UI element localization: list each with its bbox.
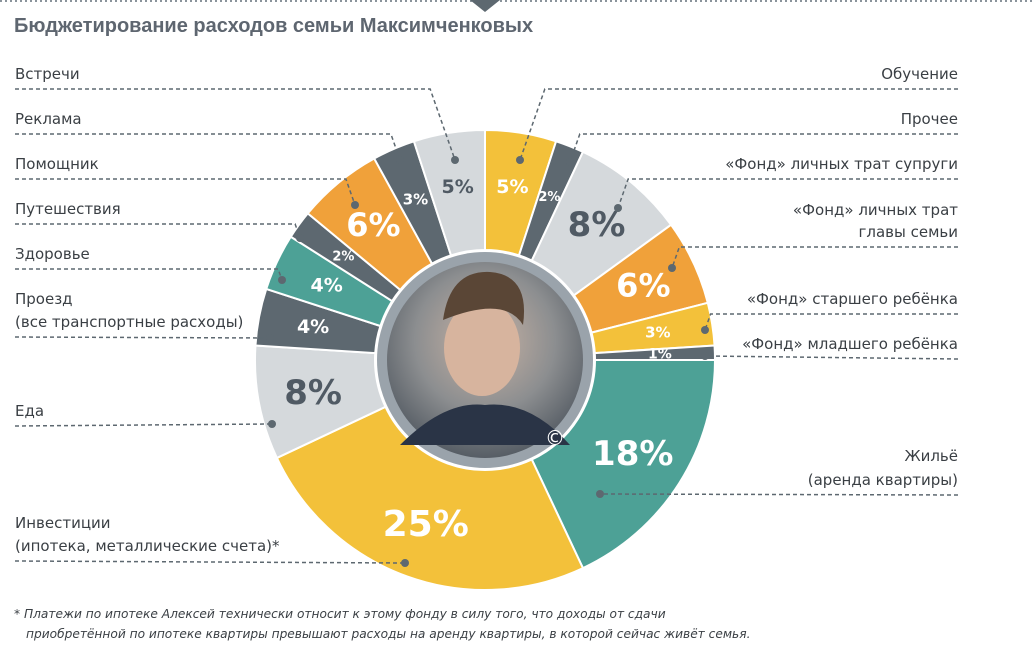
label-elder: «Фонд» старшего ребёнка xyxy=(747,290,958,308)
leader-head xyxy=(671,246,958,269)
label-other: Прочее xyxy=(901,110,958,128)
label-housing: Жильё xyxy=(904,447,958,465)
leader-dot-housing xyxy=(596,490,604,498)
leader-dot-assistant xyxy=(351,201,359,209)
leader-dot-travel xyxy=(296,234,304,242)
donut-value-labels: 5% 2%8%6%3%1%18%25%8%4%4%2%6%3%5% xyxy=(284,176,673,545)
slice-value-elder: 3% xyxy=(645,324,670,342)
label-invest-line-2: (ипотека, металлические счета)* xyxy=(15,537,280,555)
slice-value-invest: 25% xyxy=(383,504,469,545)
leader-elder xyxy=(704,313,958,331)
leader-dot-younger xyxy=(701,352,709,360)
leader-travel xyxy=(15,223,301,239)
label-health: Здоровье xyxy=(15,245,90,263)
label-head-line-2: главы семьи xyxy=(859,223,959,241)
slice-value-younger: 1% xyxy=(648,347,672,363)
label-invest: Инвестиции xyxy=(15,514,111,532)
label-travel: Путешествия xyxy=(15,200,121,218)
slice-value-other: 2% xyxy=(538,190,560,205)
leader-dot-elder xyxy=(701,326,709,334)
leader-assistant xyxy=(15,178,356,206)
slice-value-food: 8% xyxy=(284,373,342,413)
label-younger: «Фонд» младшего ребёнка xyxy=(742,335,958,353)
label-ads: Реклама xyxy=(15,110,82,128)
slice-invest xyxy=(275,405,585,591)
label-housing-line-2: (аренда квартиры) xyxy=(808,471,958,489)
portrait-shirt xyxy=(400,404,570,445)
portrait-photo: © xyxy=(377,252,593,468)
leader-meetings xyxy=(15,88,456,161)
copyright-mark: © xyxy=(545,426,565,450)
slice-value-meetings: 5% xyxy=(441,176,473,198)
leader-education xyxy=(519,88,958,161)
leader-ads xyxy=(15,133,401,161)
leader-dot-education xyxy=(516,156,524,164)
label-transport-line-2: (все транспортные расходы) xyxy=(15,313,243,331)
leader-dot-meetings xyxy=(451,156,459,164)
top-dotted-rule xyxy=(0,0,1035,12)
budget-donut-chart: ©5% 2%8%6%3%1%18%25%8%4%4%2%6%3%5%Обучени… xyxy=(14,65,959,591)
leader-dot-ads xyxy=(396,156,404,164)
slice-value-travel: 2% xyxy=(332,250,354,265)
leader-spouse xyxy=(617,178,958,209)
leader-dot-health xyxy=(278,276,286,284)
slice-value-spouse: 8% xyxy=(568,205,626,245)
leader-food xyxy=(14,423,273,427)
leader-transport xyxy=(14,336,271,339)
leader-other xyxy=(569,133,958,163)
label-meetings: Встречи xyxy=(15,65,80,83)
slice-value-assistant: 6% xyxy=(346,206,400,244)
chart-title: Бюджетирование расходов семьи Максимченк… xyxy=(14,15,534,37)
leader-invest xyxy=(14,560,406,564)
leader-dot-head xyxy=(668,264,676,272)
slice-housing xyxy=(530,359,717,570)
slice-meetings xyxy=(412,128,486,257)
slice-value-ads: 3% xyxy=(403,190,428,208)
footnote: * Платежи по ипотеке Алексей технически … xyxy=(14,604,1014,644)
slice-value-health: 4% xyxy=(311,274,343,296)
leader-dot-other xyxy=(566,158,574,166)
leader-dot-invest xyxy=(401,559,409,567)
leader-housing xyxy=(599,493,959,496)
portrait-hair xyxy=(443,271,525,325)
slice-value-education: 5% xyxy=(496,176,528,198)
leader-health xyxy=(15,268,283,281)
leader-dot-spouse xyxy=(614,204,622,212)
label-head: «Фонд» личных трат xyxy=(793,201,958,219)
label-transport: Проезд xyxy=(15,290,73,308)
slice-value-head: 6% xyxy=(616,266,670,304)
leader-dot-food xyxy=(268,420,276,428)
leader-dot-transport xyxy=(266,334,274,342)
label-education: Обучение xyxy=(881,65,958,83)
category-labels: Обучение Прочее «Фонд» личных трат супруги… xyxy=(14,65,959,567)
leader-younger xyxy=(704,355,959,360)
label-assistant: Помощник xyxy=(15,155,99,173)
title-pointer-arrow xyxy=(470,0,500,12)
label-food: Еда xyxy=(15,402,44,420)
footnote-line-1: * Платежи по ипотеке Алексей технически … xyxy=(14,607,666,621)
slice-value-transport: 4% xyxy=(297,316,329,338)
footnote-line-2: приобретённой по ипотеке квартиры превыш… xyxy=(26,627,751,641)
donut-slices xyxy=(254,128,717,591)
portrait-face xyxy=(444,300,520,396)
label-spouse: «Фонд» личных трат супруги xyxy=(725,155,958,173)
slice-value-housing: 18% xyxy=(592,434,673,474)
